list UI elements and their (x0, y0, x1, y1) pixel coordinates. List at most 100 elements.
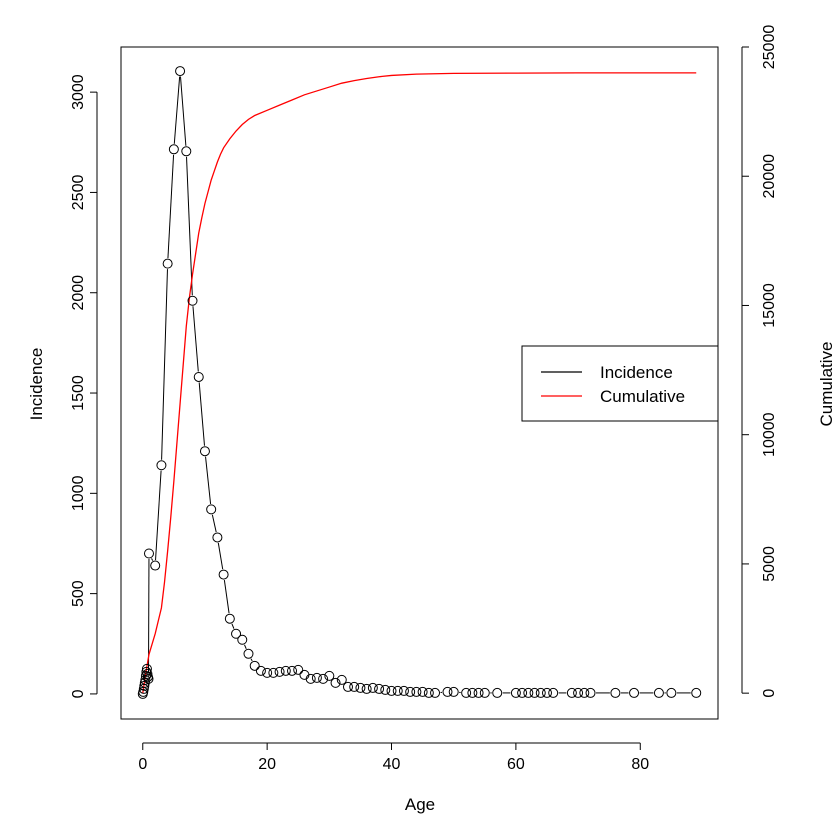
incidence-point (579, 687, 590, 698)
incidence-point (510, 687, 521, 698)
incidence-point (691, 687, 702, 698)
incidence-line-segment (180, 76, 187, 146)
y-axis-left: 0 500 1000 1500 2000 2500 3000 (70, 74, 98, 698)
incidence-point (361, 683, 372, 694)
incidence-point (541, 687, 552, 698)
incidence-point (330, 677, 341, 688)
incidence-point (430, 687, 441, 698)
incidence-point (355, 682, 366, 693)
series-layer (137, 66, 702, 699)
legend-label-cumulative: Cumulative (600, 387, 685, 406)
incidence-point (423, 687, 434, 698)
cumulative-series-line (142, 72, 697, 694)
x-tick-label: 80 (631, 756, 649, 773)
x-tick-label: 60 (507, 756, 525, 773)
incidence-point (411, 686, 422, 697)
x-tick-label: 0 (138, 756, 147, 773)
incidence-point (336, 674, 347, 685)
x-tick-label: 40 (383, 756, 401, 773)
incidence-point (566, 687, 577, 698)
incidence-point (610, 687, 621, 698)
incidence-line-segment (223, 579, 230, 614)
x-tick-label: 20 (258, 756, 276, 773)
incidence-point (143, 548, 154, 559)
incidence-line-segment (244, 644, 247, 649)
y2-tick-label: 5000 (761, 546, 778, 582)
y2-tick-label: 0 (761, 689, 778, 698)
incidence-point (629, 687, 640, 698)
incidence-point (224, 613, 235, 624)
incidence-point (268, 667, 279, 678)
y-tick-label: 0 (70, 689, 87, 698)
y-tick-label: 500 (70, 580, 87, 607)
incidence-point (535, 687, 546, 698)
incidence-point (237, 634, 248, 645)
incidence-point (386, 685, 397, 696)
incidence-point (585, 687, 596, 698)
incidence-point (467, 687, 478, 698)
incidence-point (140, 670, 151, 681)
incidence-line-segment (250, 658, 253, 662)
incidence-line-segment (231, 623, 235, 629)
incidence-line-segment (211, 514, 217, 533)
incidence-point (287, 665, 298, 676)
incidence-point (461, 687, 472, 698)
incidence-point (305, 673, 316, 684)
incidence-point (274, 666, 285, 677)
incidence-point (206, 504, 217, 515)
legend-label-incidence: Incidence (600, 363, 673, 382)
incidence-point (405, 686, 416, 697)
incidence-point (479, 687, 490, 698)
incidence-line-segment (161, 269, 168, 460)
incidence-line-segment (151, 558, 154, 561)
legend-box (521, 345, 719, 422)
incidence-point (162, 258, 173, 269)
incidence-point (249, 660, 260, 671)
incidence-point (517, 687, 528, 698)
incidence-line-segment (217, 542, 224, 570)
y2-axis-title: Cumulative (817, 341, 836, 426)
incidence-point (324, 670, 335, 681)
incidence-point (374, 683, 385, 694)
incidence-point (231, 628, 242, 639)
incidence-point (548, 687, 559, 698)
incidence-point (380, 684, 391, 695)
y-tick-label: 3000 (70, 74, 87, 110)
incidence-point (666, 687, 677, 698)
x-axis: 0 20 40 60 80 (138, 742, 649, 773)
y-axis-right: 0 5000 10000 15000 20000 25000 (741, 25, 778, 698)
incidence-point (262, 667, 273, 678)
incidence-line-segment (167, 154, 175, 259)
y2-tick-label: 25000 (761, 25, 778, 70)
y2-tick-label: 10000 (761, 412, 778, 457)
incidence-point (367, 682, 378, 693)
incidence-point (141, 663, 152, 674)
incidence-point (199, 446, 210, 457)
incidence-point (255, 665, 266, 676)
y-axis-title: Incidence (27, 348, 46, 421)
incidence-point (150, 560, 161, 571)
y-tick-label: 1000 (70, 475, 87, 511)
incidence-line-segment (198, 382, 205, 446)
incidence-point (175, 66, 186, 77)
incidence-line-segment (186, 156, 193, 296)
y-tick-label: 1500 (70, 375, 87, 411)
incidence-point (349, 681, 360, 692)
incidence-point (187, 295, 198, 306)
incidence-point (293, 664, 304, 675)
incidence-point (392, 685, 403, 696)
incidence-point (311, 672, 322, 683)
incidence-point (523, 687, 534, 698)
incidence-point (529, 687, 540, 698)
y-tick-label: 2000 (70, 275, 87, 311)
y2-tick-label: 15000 (761, 283, 778, 328)
incidence-point (168, 144, 179, 155)
incidence-line-segment (155, 470, 162, 561)
incidence-point (417, 686, 428, 697)
incidence-point (653, 687, 664, 698)
y-tick-label: 2500 (70, 175, 87, 211)
incidence-point (218, 569, 229, 580)
incidence-point (398, 685, 409, 696)
incidence-point (442, 686, 453, 697)
